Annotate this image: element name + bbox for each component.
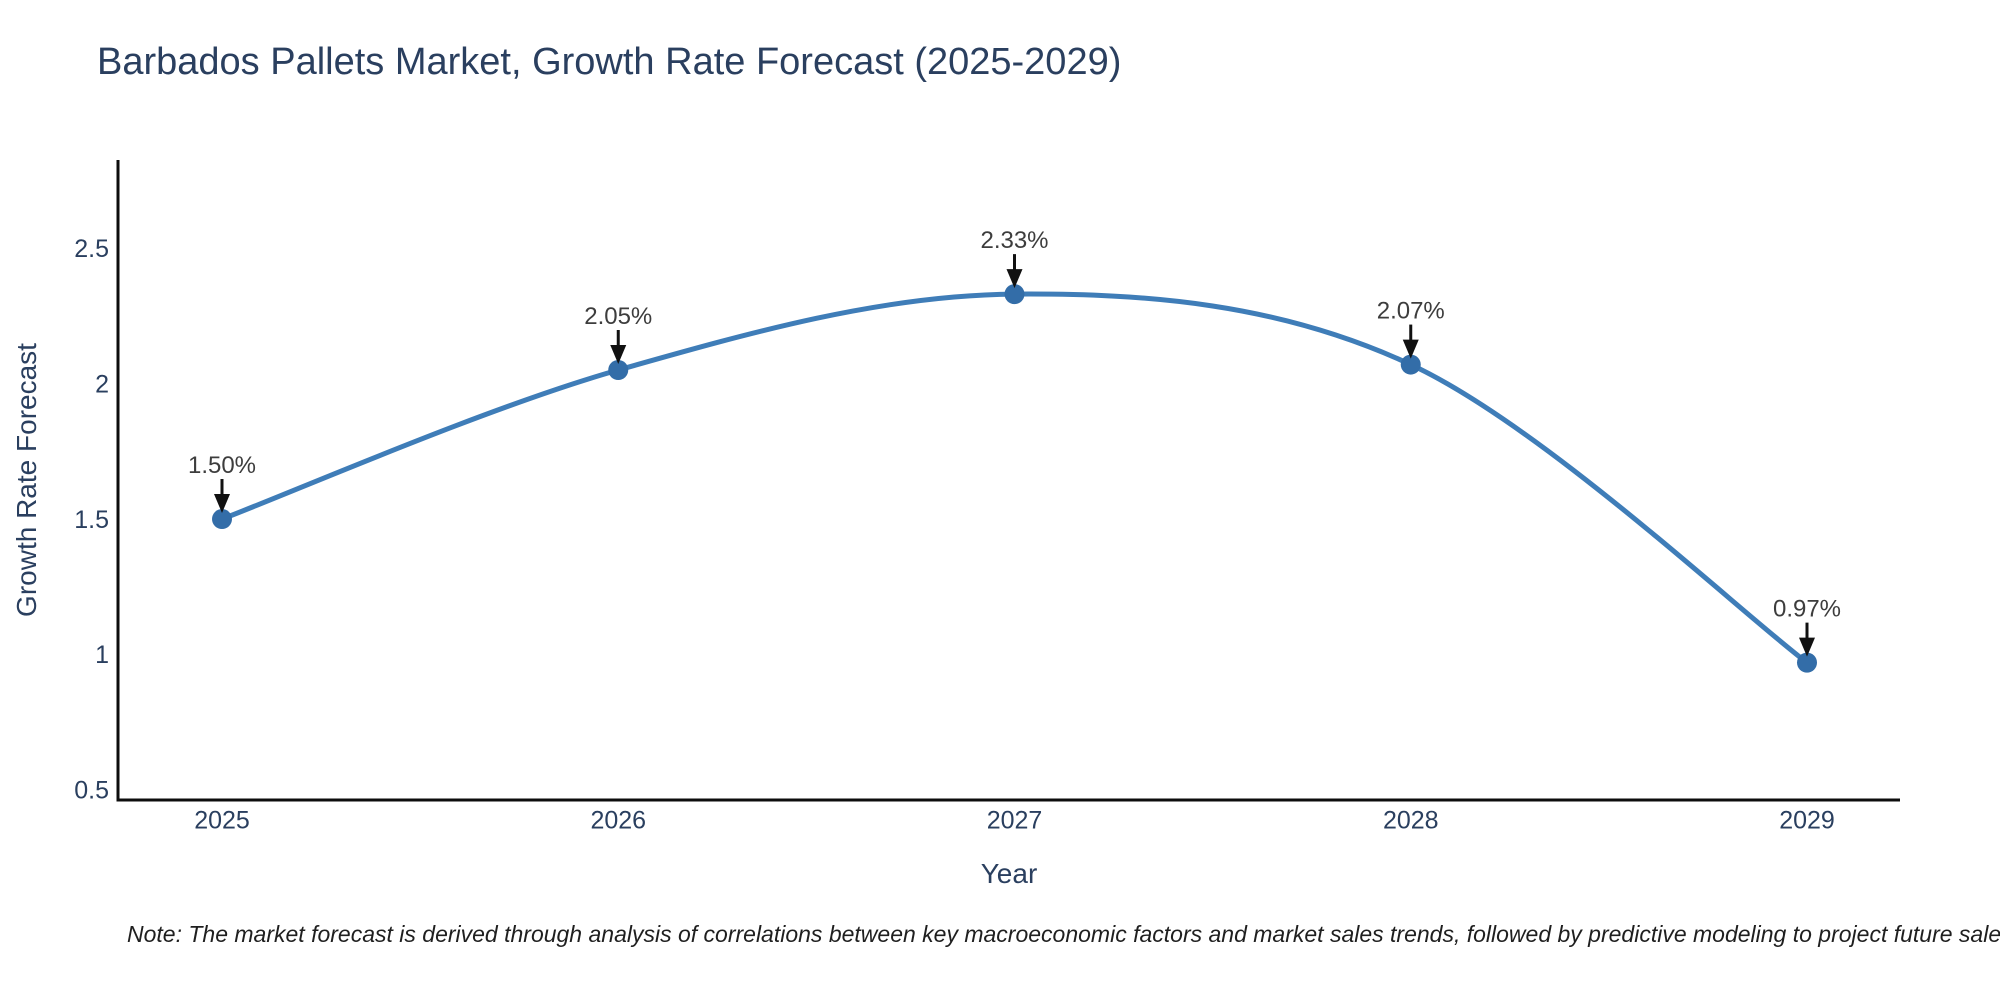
x-tick-label: 2027 (987, 807, 1043, 835)
y-tick-label: 1 (95, 641, 109, 669)
x-tick-label: 2028 (1383, 807, 1439, 835)
data-point (608, 359, 629, 380)
annotation-arrow-head (1402, 339, 1419, 359)
annotation-arrow-head (1799, 637, 1815, 657)
footnote: Note: The market forecast is derived thr… (127, 921, 2000, 947)
x-axis-title: Year (981, 858, 1038, 889)
y-tick-label: 1.5 (74, 506, 109, 534)
annotation-arrow-head (610, 344, 627, 364)
y-tick-label: 0.5 (74, 777, 109, 805)
x-tick-label: 2029 (1779, 807, 1835, 835)
point-value-label: 1.50% (188, 452, 256, 479)
point-value-label: 2.07% (1377, 298, 1445, 325)
point-value-label: 0.97% (1773, 596, 1841, 623)
data-point (212, 509, 232, 530)
y-tick-label: 2.5 (74, 235, 109, 263)
y-tick-label: 2 (95, 370, 109, 398)
data-point (1797, 652, 1817, 673)
point-value-label: 2.33% (980, 227, 1048, 254)
x-tick-label: 2026 (590, 807, 646, 835)
forecast-line (219, 291, 1810, 666)
data-point (1400, 354, 1421, 375)
annotation-arrow-head (1006, 269, 1023, 289)
x-tick-label: 2025 (194, 807, 250, 835)
axis-lines (116, 160, 1900, 802)
y-axis-title: Growth Rate Forecast (11, 343, 42, 617)
chart-title: Barbados Pallets Market, Growth Rate For… (97, 41, 1122, 83)
data-point (1004, 284, 1025, 305)
point-value-label: 2.05% (584, 303, 652, 330)
annotation-arrow-head (214, 494, 230, 514)
